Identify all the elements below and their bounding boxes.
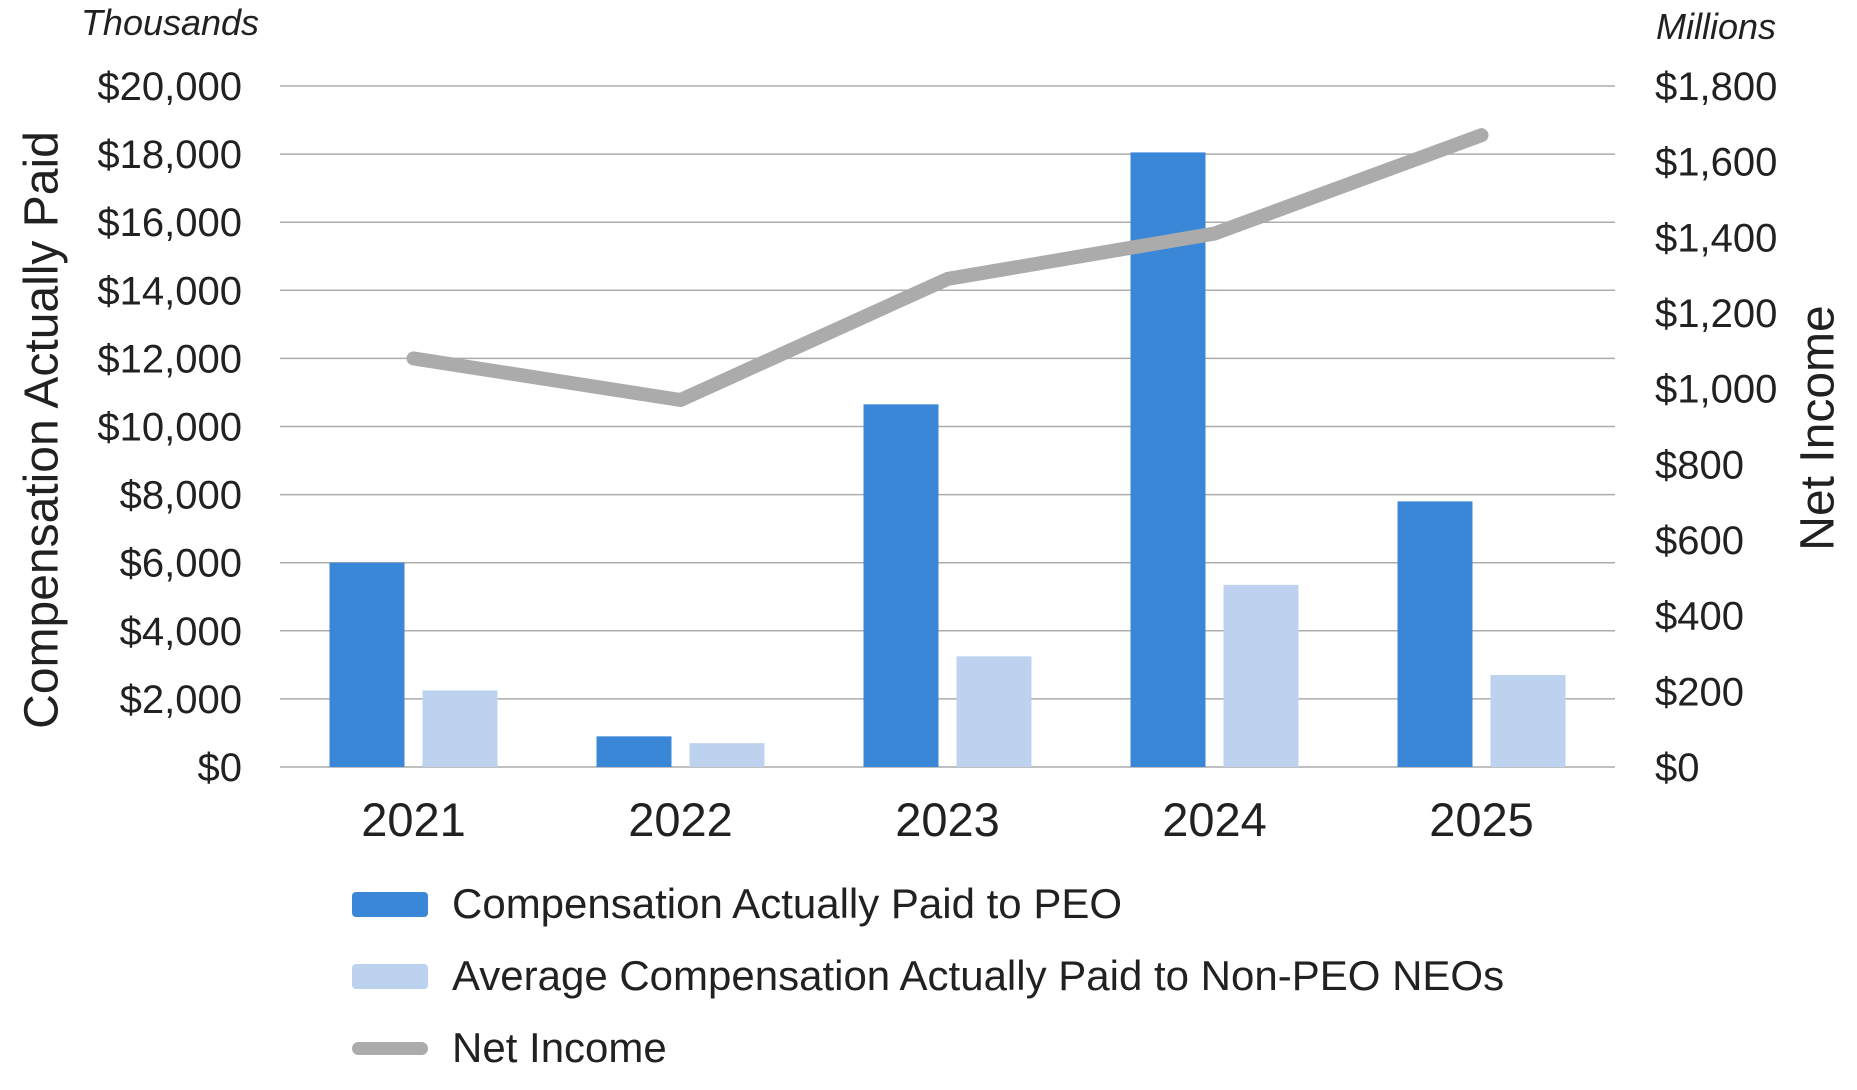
legend-item-net-income: Net Income bbox=[352, 1024, 1504, 1071]
svg-text:$12,000: $12,000 bbox=[97, 337, 242, 381]
svg-text:2025: 2025 bbox=[1429, 793, 1534, 846]
svg-text:$1,800: $1,800 bbox=[1655, 65, 1777, 109]
svg-text:$8,000: $8,000 bbox=[120, 474, 242, 518]
legend-label-net-income: Net Income bbox=[452, 1024, 667, 1071]
svg-text:$0: $0 bbox=[198, 746, 243, 790]
legend-item-non-peo: Average Compensation Actually Paid to No… bbox=[352, 952, 1505, 999]
legend-label-peo: Compensation Actually Paid to PEO bbox=[452, 880, 1123, 927]
svg-text:$16,000: $16,000 bbox=[97, 201, 242, 245]
svg-text:$14,000: $14,000 bbox=[97, 269, 242, 313]
legend-swatch-peo-bar bbox=[352, 891, 428, 917]
left-axis-unit-label: Thousands bbox=[80, 2, 260, 43]
svg-text:$1,400: $1,400 bbox=[1655, 216, 1777, 260]
svg-text:$1,200: $1,200 bbox=[1655, 292, 1777, 336]
svg-text:$4,000: $4,000 bbox=[120, 610, 242, 654]
svg-text:2021: 2021 bbox=[361, 793, 466, 846]
svg-text:$800: $800 bbox=[1655, 443, 1744, 487]
svg-text:$10,000: $10,000 bbox=[97, 406, 242, 450]
svg-text:$400: $400 bbox=[1655, 595, 1744, 639]
svg-text:$1,000: $1,000 bbox=[1655, 368, 1777, 412]
svg-text:$200: $200 bbox=[1655, 670, 1744, 714]
svg-text:$6,000: $6,000 bbox=[120, 542, 242, 586]
svg-text:$600: $600 bbox=[1655, 519, 1744, 563]
svg-text:$0: $0 bbox=[1655, 746, 1700, 790]
svg-text:2022: 2022 bbox=[628, 793, 733, 846]
legend-swatch-net-income-line bbox=[352, 1041, 428, 1055]
legend-item-peo: Compensation Actually Paid to PEO bbox=[352, 880, 1504, 927]
svg-text:$20,000: $20,000 bbox=[97, 65, 242, 109]
svg-text:$2,000: $2,000 bbox=[120, 678, 242, 722]
svg-text:$1,600: $1,600 bbox=[1655, 141, 1777, 185]
legend-swatch-non-peo-bar bbox=[352, 963, 428, 989]
legend-label-non-peo: Average Compensation Actually Paid to No… bbox=[452, 952, 1505, 999]
right-axis-unit-label: Millions bbox=[1655, 6, 1777, 47]
svg-text:$18,000: $18,000 bbox=[97, 133, 242, 177]
legend: Compensation Actually Paid to PEO Averag… bbox=[352, 880, 1505, 1071]
svg-text:2024: 2024 bbox=[1162, 793, 1267, 846]
svg-text:2023: 2023 bbox=[895, 793, 1000, 846]
